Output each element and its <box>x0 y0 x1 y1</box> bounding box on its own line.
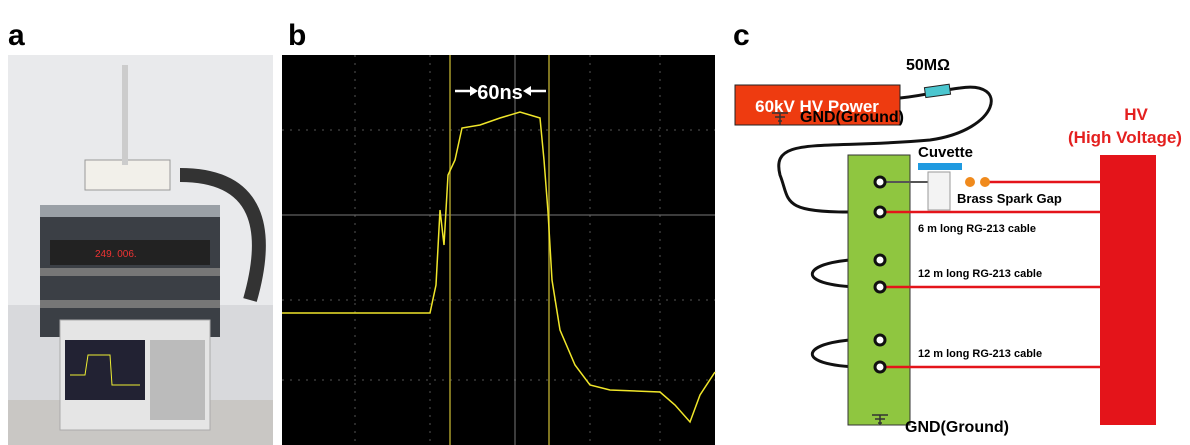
panel-label: c <box>733 19 750 52</box>
cable-label: 12 m long RG-213 cable <box>918 348 1042 360</box>
pulse-width: 60ns <box>477 82 523 104</box>
cable-label: 6 m long RG-213 cable <box>918 223 1036 235</box>
figure: a b c 249. 006. <box>0 0 1190 445</box>
oscilloscope: 60ns <box>282 55 715 445</box>
photo: 249. 006. <box>8 55 273 445</box>
panel-label: b <box>288 19 306 52</box>
panel-label: a <box>8 19 25 52</box>
cuvette-label: Cuvette <box>918 144 973 161</box>
hv-label: (High Voltage) <box>1068 128 1182 147</box>
resistor-label: 50MΩ <box>906 57 950 74</box>
gnd-label: GND(Ground) <box>800 109 904 126</box>
gnd-label: GND(Ground) <box>905 419 1009 436</box>
circuit: 60kV HV Power 50MΩ GND(Ground) HV (High … <box>735 57 1182 436</box>
cable-label: 12 m long RG-213 cable <box>918 268 1042 280</box>
hv-label: HV <box>1124 105 1148 124</box>
spark-gap-label: Brass Spark Gap <box>957 191 1062 206</box>
svg-text:249. 006.: 249. 006. <box>95 249 137 260</box>
